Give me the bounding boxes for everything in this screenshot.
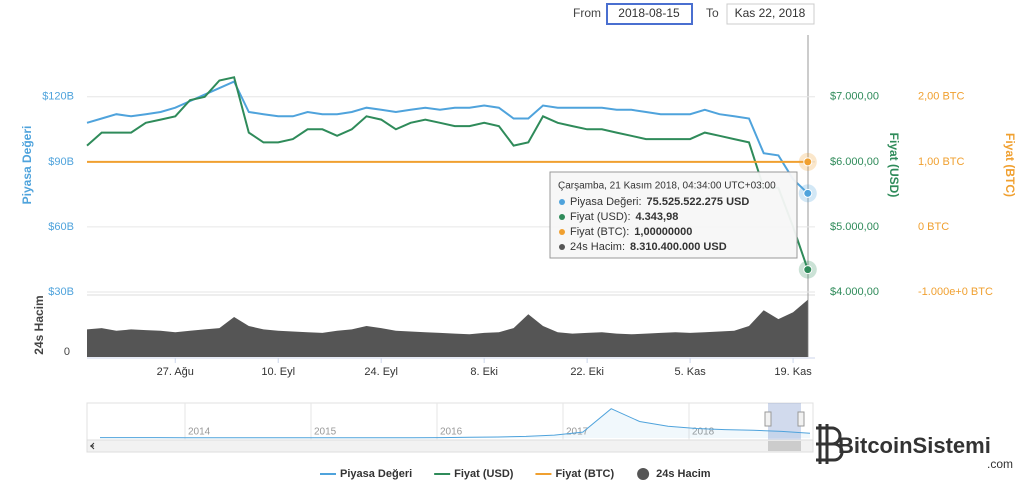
legend-label[interactable]: 24s Hacim (656, 468, 711, 480)
tooltip: Çarşamba, 21 Kasım 2018, 04:34:00 UTC+03… (549, 171, 798, 259)
navigator-handle[interactable] (764, 411, 772, 427)
tooltip-dot (559, 229, 565, 235)
tooltip-box (549, 171, 798, 259)
volume-axis-title: 24s Hacim (32, 295, 46, 354)
tooltip-name: Fiyat (USD): (570, 211, 631, 223)
tooltip-value: 4.343,98 (636, 211, 679, 223)
y2-axis-title: Fiyat (USD) (887, 133, 901, 198)
hover-marker (803, 188, 813, 198)
tooltip-title: Çarşamba, 21 Kasım 2018, 04:34:00 UTC+03… (558, 181, 776, 192)
x-tick-label: 19. Kas (774, 366, 812, 378)
scroll-left-arrow[interactable] (90, 442, 95, 450)
hover-marker (803, 265, 813, 275)
y-tick-label: $60B (48, 221, 74, 233)
tooltip-value: 8.310.400.000 USD (630, 241, 727, 253)
from-input[interactable] (606, 3, 693, 25)
y2-tick-label: $5.000,00 (830, 221, 879, 233)
volume-area (87, 299, 808, 357)
x-tick-label: 27. Ağu (157, 366, 194, 378)
tooltip-dot (559, 199, 565, 205)
y3-tick-label: 2,00 BTC (918, 91, 965, 103)
y2-tick-label: $4.000,00 (830, 286, 879, 298)
legend-label[interactable]: Fiyat (BTC) (555, 468, 614, 480)
tooltip-dot (559, 244, 565, 250)
navigator[interactable] (86, 402, 814, 441)
tooltip-value: 75.525.522.275 USD (647, 196, 750, 208)
y-tick-label: $30B (48, 286, 74, 298)
x-tick-label: 5. Kas (675, 366, 707, 378)
scrollbar[interactable] (86, 439, 814, 453)
legend-symbol (637, 468, 650, 480)
x-tick-label: 10. Eyl (261, 366, 295, 378)
legend-label[interactable]: Fiyat (USD) (454, 468, 514, 480)
to-input[interactable] (726, 3, 815, 25)
hover-marker (803, 157, 813, 167)
navigator-label: 2018 (692, 427, 715, 438)
y3-axis-title: Fiyat (BTC) (1003, 133, 1017, 197)
watermark-suffix: .com (987, 457, 1013, 471)
y3-tick-label: 1,00 BTC (918, 156, 965, 168)
from-label: From (573, 6, 601, 20)
x-tick-label: 24. Eyl (364, 366, 398, 378)
tooltip-dot (559, 214, 565, 220)
y3-tick-label: -1.000e+0 BTC (918, 286, 993, 298)
watermark-brand: BitcoinSistemi (838, 433, 991, 458)
navigator-line (100, 408, 811, 439)
x-tick-label: 22. Eki (570, 366, 604, 378)
to-label: To (706, 6, 719, 20)
tooltip-name: Fiyat (BTC): (570, 226, 629, 238)
y3-tick-label: 0 BTC (918, 221, 949, 233)
to-value: Kas 22, 2018 (735, 6, 806, 20)
volume-tick-label: 0 (64, 346, 70, 358)
navigator-label: 2015 (314, 427, 337, 438)
y2-tick-label: $7.000,00 (830, 91, 879, 103)
scrollbar-thumb[interactable] (768, 441, 801, 451)
tooltip-value: 1,00000000 (634, 226, 692, 238)
navigator-selection[interactable] (768, 403, 801, 440)
tooltip-name: 24s Hacim: (570, 241, 625, 253)
from-value: 2018-08-15 (618, 6, 680, 20)
navigator-label: 2016 (440, 427, 463, 438)
watermark-logo (816, 424, 844, 464)
legend-label[interactable]: Piyasa Değeri (340, 468, 412, 480)
x-tick-label: 8. Eki (470, 366, 498, 378)
series-line (86, 76, 809, 270)
navigator-label: 2014 (188, 427, 211, 438)
y2-tick-label: $6.000,00 (830, 156, 879, 168)
tooltip-name: Piyasa Değeri: (570, 196, 642, 208)
y-axis-title: Piyasa Değeri (20, 126, 34, 205)
navigator-area (100, 408, 810, 438)
y-tick-label: $120B (42, 91, 74, 103)
navigator-label: 2017 (566, 427, 589, 438)
navigator-handle[interactable] (797, 411, 805, 427)
y-tick-label: $90B (48, 156, 74, 168)
